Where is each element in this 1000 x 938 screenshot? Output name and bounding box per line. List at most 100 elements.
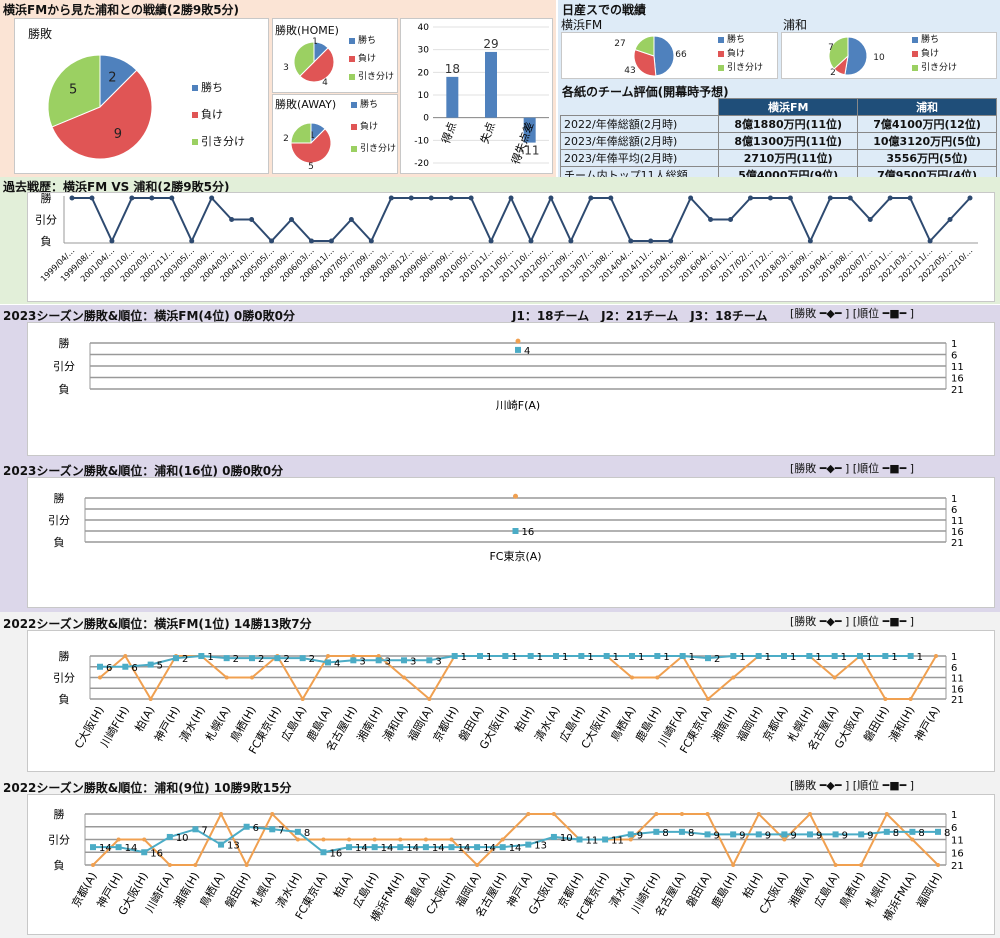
rank-label: 8 (304, 828, 310, 839)
rivalry-pie-legend: 勝ち 負け 引き分け (192, 74, 245, 155)
rank-point (755, 831, 762, 838)
rank-label: 1 (866, 652, 872, 663)
history-point (209, 195, 215, 201)
s1-legend: [勝敗 ━◆━ ] [順位 ━■━ ] (790, 307, 914, 320)
rank-tick: 16 (951, 527, 964, 538)
rank-tick: 21 (951, 861, 964, 872)
rank-label: 7 (201, 825, 207, 836)
rank-tick: 11 (951, 362, 964, 373)
rank-label: 1 (537, 652, 543, 663)
rank-label: 10 (176, 833, 189, 844)
result-point (193, 863, 198, 867)
rank-label: 3 (410, 656, 416, 667)
y-label: 引分 (53, 359, 75, 373)
pie-label-1: 5 (308, 162, 314, 171)
history-point (308, 238, 314, 244)
result-point (449, 837, 454, 842)
nissan-urawa-pie: 10 2 7 (828, 36, 885, 78)
away-pie-chart: 1 5 2 (283, 122, 332, 171)
pie-label-2: 3 (283, 63, 289, 73)
result-point (705, 812, 710, 816)
rank-label: 4 (524, 346, 530, 357)
rank-point (223, 655, 230, 662)
pie-label-1: 43 (624, 66, 635, 76)
bar-ytick: -20 (414, 159, 429, 169)
history-point (947, 217, 953, 222)
pie-label-2: 2 (283, 134, 289, 144)
rivalry-pie-chart: 2 9 5 (47, 54, 153, 160)
s2-title: 2023シーズン勝敗&順位：浦和(16位) 0勝0敗0分 (3, 464, 284, 478)
result-point (376, 654, 381, 658)
rank-point (422, 844, 429, 851)
result-point (116, 837, 121, 842)
rank-tick: 6 (951, 823, 957, 834)
history-point (348, 217, 354, 222)
rank-point (269, 826, 276, 833)
goals-bar-box (400, 18, 553, 174)
result-line (92, 811, 939, 868)
history-point (867, 217, 873, 222)
rank-label: 1 (207, 652, 213, 663)
table-row: 2023/年俸総額(2月時) 8億1300万円(11位) 10億3120万円(5位) (559, 132, 997, 150)
y-label: 引分 (48, 833, 70, 847)
pie-label-1: 4 (322, 78, 328, 86)
rank-label: 1 (638, 652, 644, 663)
rank-point (730, 831, 737, 838)
result-point (91, 863, 95, 867)
result-point (148, 697, 153, 701)
rank-label: 1 (486, 652, 492, 663)
pie-label-2: 7 (828, 43, 834, 53)
result-point (630, 675, 634, 680)
rank-point (350, 657, 357, 664)
x-label: FC東京(A) (489, 549, 541, 563)
result-point (295, 837, 300, 842)
rank-label: 8 (944, 828, 950, 839)
y-label: 引分 (48, 513, 70, 527)
rank-point (882, 653, 889, 659)
history-point (668, 238, 674, 244)
rank-tick: 6 (951, 663, 957, 674)
result-point (167, 863, 172, 867)
pie-label-0: 2 (108, 71, 116, 86)
rank-point (602, 836, 609, 843)
rank-label: 9 (867, 830, 873, 841)
rank-label: 2 (714, 654, 720, 665)
history-point (109, 238, 115, 244)
history-point (728, 217, 734, 222)
rank-label: 1 (511, 652, 517, 663)
rank-point (371, 844, 378, 851)
result-point (300, 697, 305, 701)
rank-tick: 16 (951, 848, 964, 859)
history-point (488, 238, 494, 244)
legend-draw: 引き分け (192, 128, 245, 155)
history-line-chart: 勝引分負1999/04/…1999/08/…2001/04/…2001/10/…… (35, 193, 978, 283)
rank-point (299, 655, 306, 662)
rank-label: 14 (406, 843, 419, 854)
x-label: 柏(H) (511, 704, 537, 735)
rank-label: 13 (227, 841, 240, 852)
result-point (398, 837, 403, 842)
history-point (588, 195, 594, 201)
rank-point (451, 653, 458, 659)
history-point (269, 238, 275, 244)
rank-tick: 21 (951, 385, 964, 396)
rank-point (781, 653, 787, 659)
table-row: 2022/年俸総額(2月時) 8億1880万円(11位) 7億4100万円(12位) (559, 115, 997, 133)
rank-label: 1 (587, 652, 593, 663)
rank-point (883, 828, 890, 835)
rank-point (173, 655, 179, 662)
rank-point (192, 826, 199, 833)
rank-label: 14 (483, 843, 496, 854)
rank-label: 1 (841, 652, 847, 663)
rank-tick: 1 (951, 339, 957, 350)
rank-point (502, 653, 509, 659)
rank-label: 1 (461, 652, 467, 663)
y-label: 引分 (53, 671, 75, 685)
bar-ytick: 40 (418, 23, 430, 33)
history-point (528, 238, 534, 244)
history-point (229, 217, 235, 222)
rank-label: 8 (688, 828, 694, 839)
